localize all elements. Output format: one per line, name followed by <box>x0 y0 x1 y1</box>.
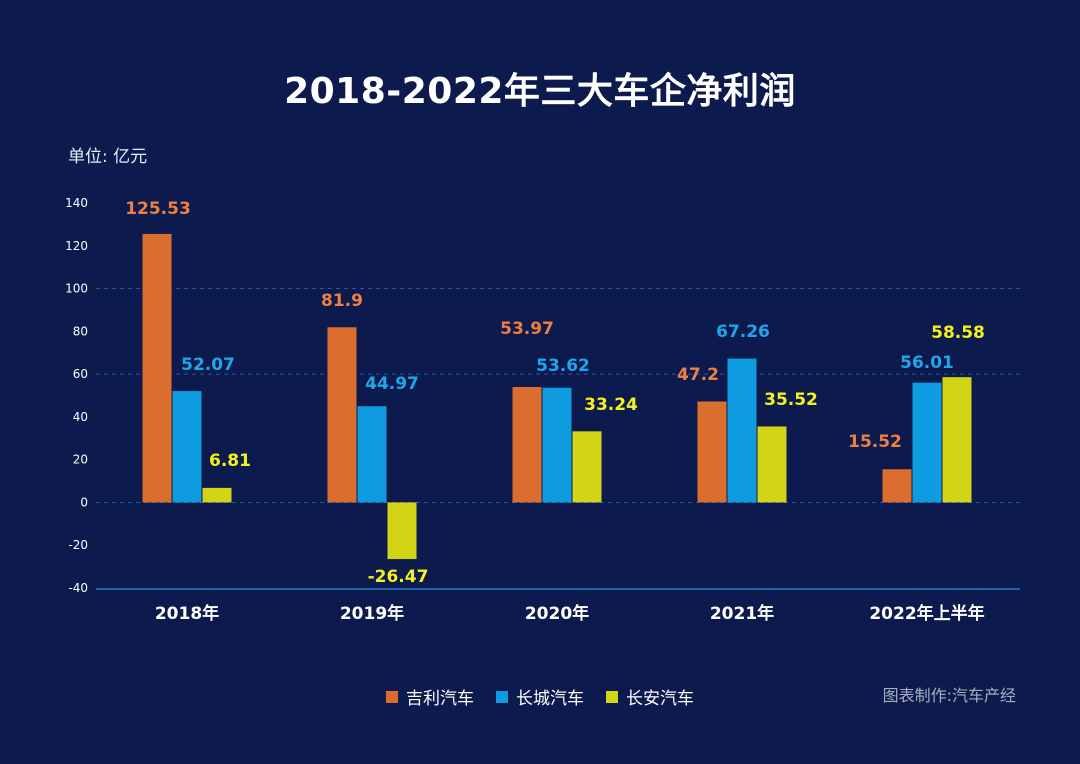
y-tick-label: -20 <box>68 538 88 552</box>
legend-swatch-changan <box>606 690 618 703</box>
data-label: 53.97 <box>500 319 554 339</box>
y-tick-label: 140 <box>65 196 88 210</box>
y-tick-label: 80 <box>73 324 88 338</box>
legend-label-greatwall: 长城汽车 <box>516 689 584 709</box>
bar <box>172 391 202 503</box>
legend-label-geely: 吉利汽车 <box>406 689 474 709</box>
data-label: 67.26 <box>716 322 770 342</box>
legend-item-greatwall: 长城汽车 <box>496 684 584 709</box>
legend-swatch-geely <box>386 690 398 703</box>
x-tick-label: 2022年上半年 <box>869 603 984 624</box>
y-tick-label: 120 <box>65 239 88 253</box>
x-tick-label: 2020年 <box>525 603 589 624</box>
y-tick-label: 100 <box>65 282 88 296</box>
data-label: 6.81 <box>209 451 251 471</box>
bar <box>202 487 232 503</box>
data-label: 47.2 <box>677 365 719 385</box>
data-label: 52.07 <box>181 355 235 375</box>
chart-credit: 图表制作:汽车产经 <box>882 686 1016 705</box>
bar <box>882 469 912 503</box>
bar <box>387 502 417 560</box>
x-tick-label: 2021年 <box>710 603 774 624</box>
data-label: 33.24 <box>584 395 638 415</box>
data-label: 15.52 <box>848 432 902 452</box>
data-label: 35.52 <box>764 390 818 410</box>
x-tick-label: 2018年 <box>155 603 219 624</box>
data-label: 58.58 <box>931 323 985 343</box>
y-tick-label: 60 <box>73 367 88 381</box>
bar <box>727 358 757 503</box>
bar <box>327 327 357 503</box>
bar <box>572 431 602 503</box>
y-tick-label: -40 <box>68 581 88 595</box>
bar <box>512 387 542 503</box>
data-label: 56.01 <box>900 353 954 373</box>
bar <box>542 387 572 503</box>
bar <box>942 377 972 503</box>
y-tick-label: 20 <box>73 453 88 467</box>
data-label: 44.97 <box>365 374 419 394</box>
data-label: -26.47 <box>368 567 429 587</box>
bar <box>757 426 787 503</box>
data-label: 53.62 <box>536 356 590 376</box>
unit-label: 单位: 亿元 <box>68 147 148 167</box>
y-tick-label: 0 <box>80 495 88 509</box>
legend-swatch-greatwall <box>496 690 508 703</box>
x-tick-label: 2019年 <box>340 603 404 624</box>
bar <box>697 401 727 503</box>
chart-title: 2018-2022年三大车企净利润 <box>284 71 796 112</box>
legend-item-changan: 长安汽车 <box>606 684 694 709</box>
data-label: 81.9 <box>321 291 363 311</box>
legend-item-geely: 吉利汽车 <box>386 684 474 709</box>
chart-legend: 吉利汽车 长城汽车 长安汽车 <box>0 684 1080 709</box>
data-label: 125.53 <box>125 199 191 219</box>
bar <box>357 406 387 503</box>
legend-label-changan: 长安汽车 <box>626 689 694 709</box>
y-tick-label: 40 <box>73 410 88 424</box>
bar <box>912 382 942 503</box>
bar <box>142 233 172 503</box>
